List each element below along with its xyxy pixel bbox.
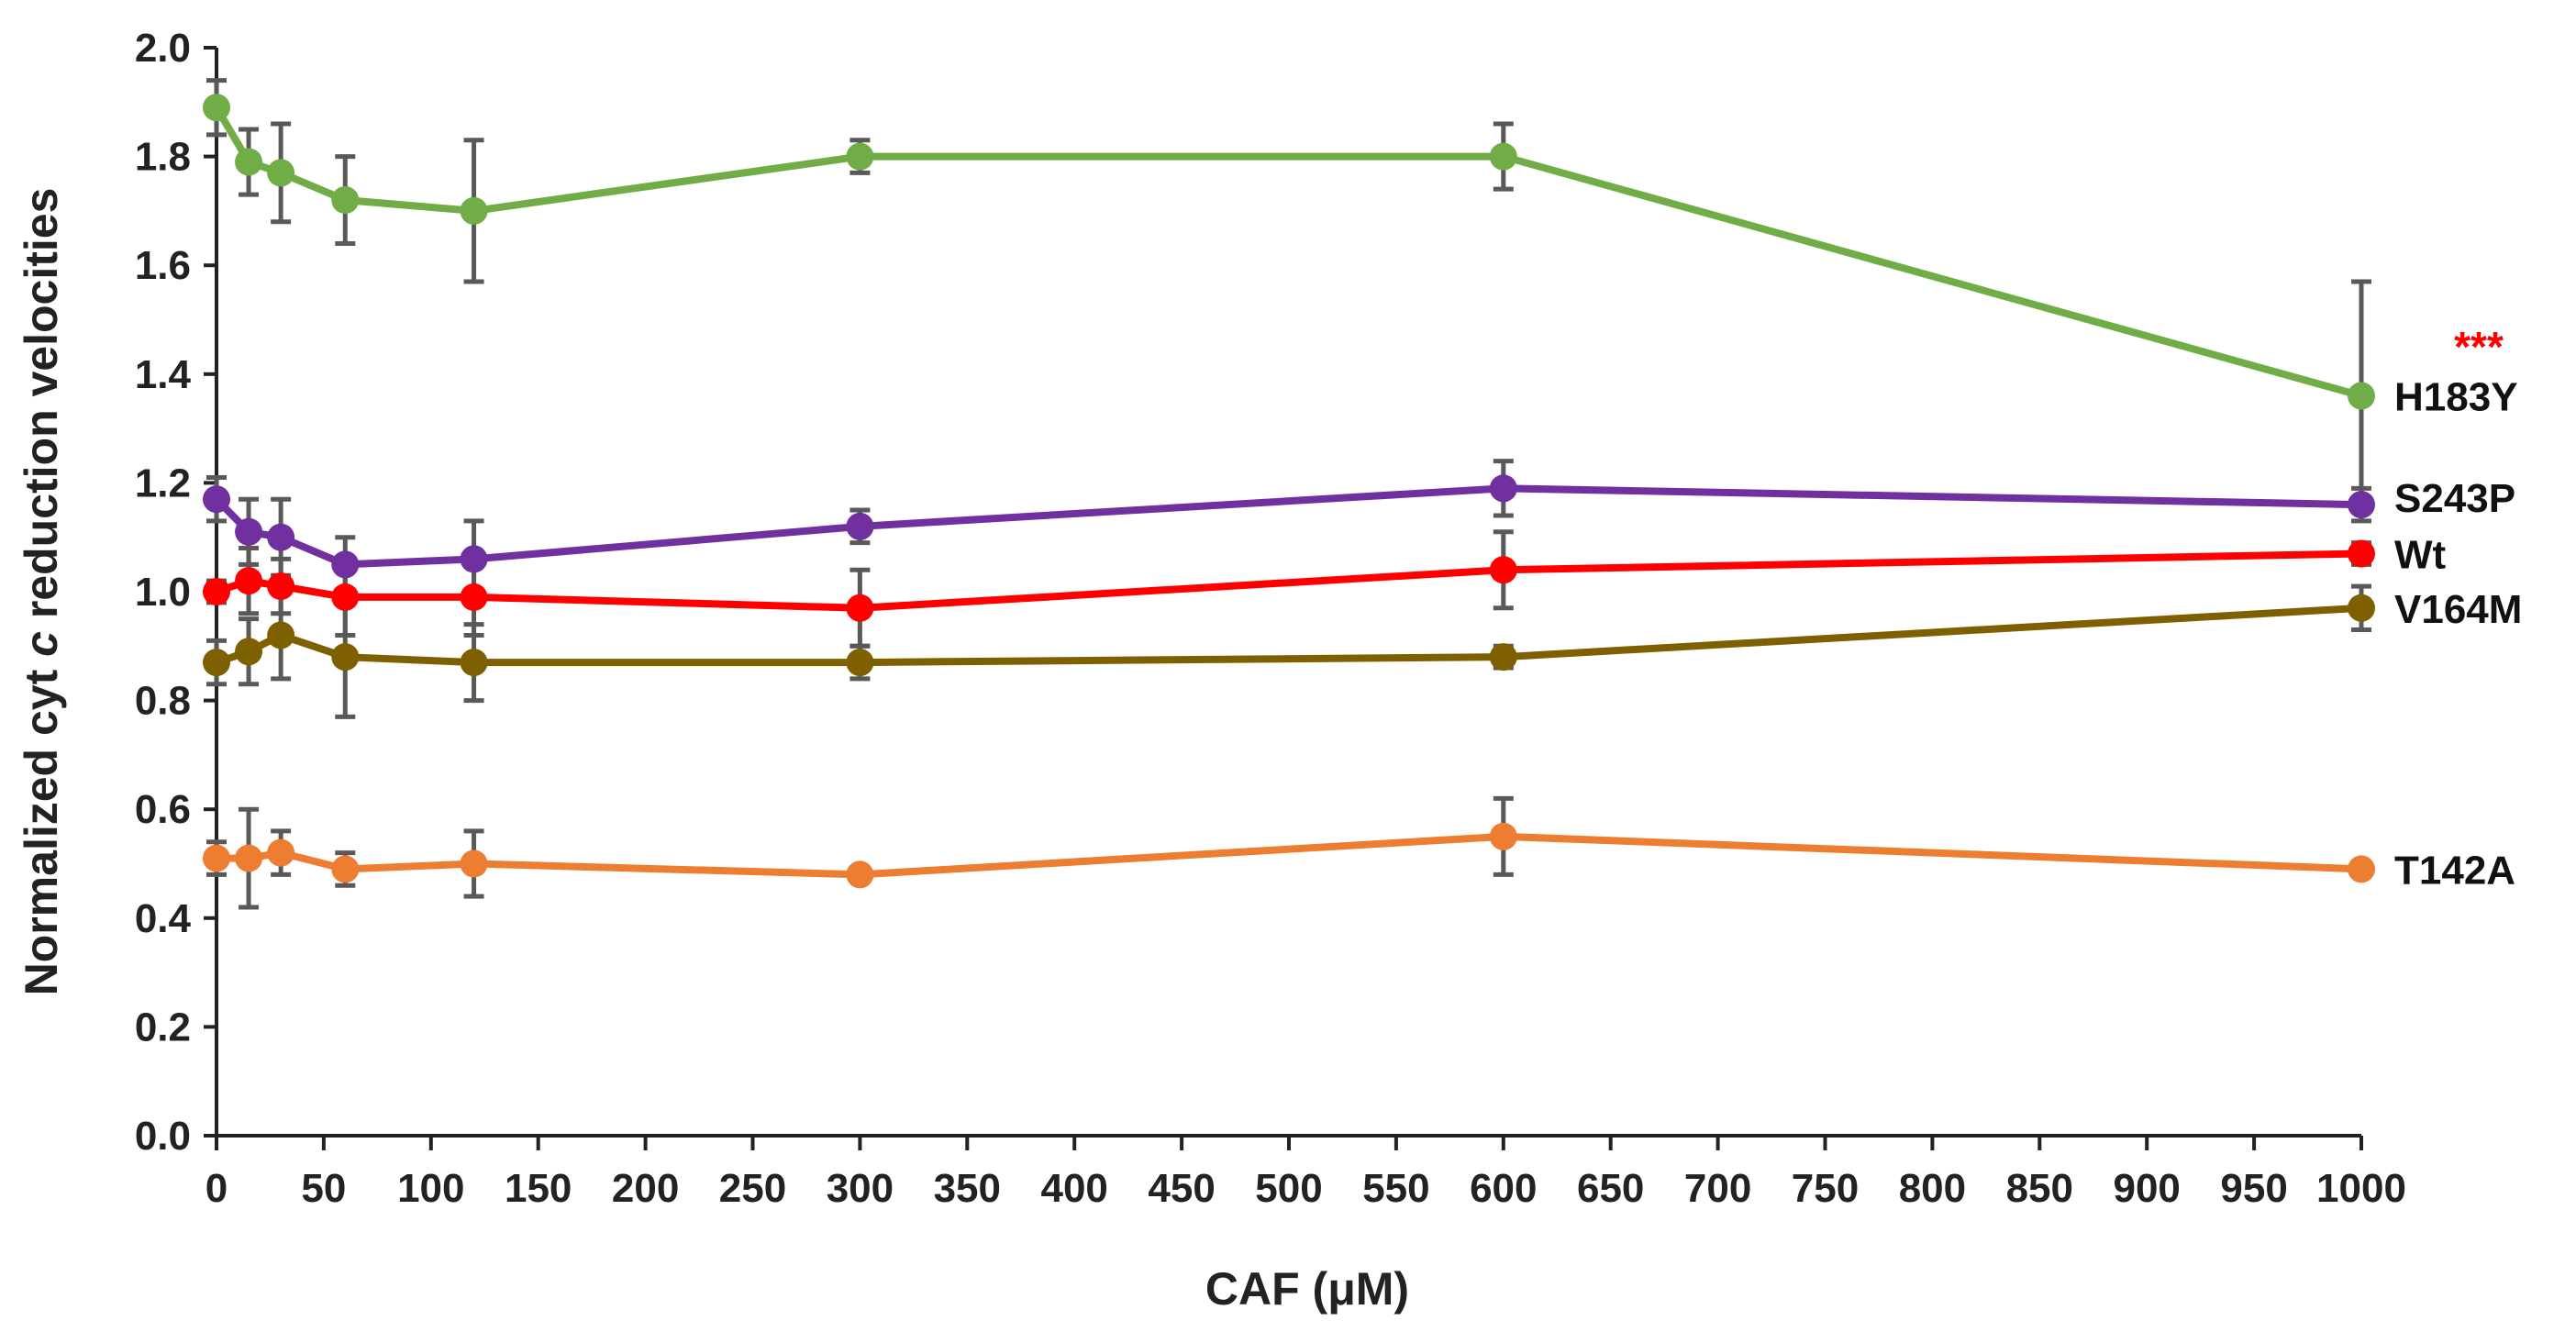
- data-point-wt: [2348, 539, 2375, 568]
- data-point-v164m: [846, 649, 874, 677]
- axes: 0.0 0.2 0.4 0.6 0.8 1.0 1.2 1.4 1.6 1.8 2.0 0 50 100 1…: [16, 26, 2406, 1315]
- series-line-s243p: [213, 484, 2365, 569]
- x-tick-label: 750: [1792, 1166, 1859, 1211]
- data-point-wt: [1489, 556, 1517, 584]
- x-tick-label: 500: [1255, 1166, 1322, 1211]
- data-point-s243p: [235, 517, 263, 546]
- x-tick-label: 0: [205, 1166, 228, 1211]
- series-label-h183y: H183Y: [2394, 375, 2518, 420]
- data-point-t142a: [846, 860, 874, 889]
- series-labels: H183Y S243P Wt V164M T142A: [2394, 375, 2522, 894]
- x-tick-label: 800: [1899, 1166, 1966, 1211]
- data-point-v164m: [267, 621, 295, 649]
- data-point-v164m: [331, 643, 360, 672]
- data-point-h183y: [2348, 382, 2375, 410]
- data-point-h183y: [846, 142, 874, 171]
- x-tick-label: 100: [397, 1166, 464, 1211]
- series-line-wt: [213, 549, 2365, 612]
- series-label-s243p: S243P: [2394, 476, 2515, 521]
- data-point-v164m: [2348, 594, 2375, 622]
- x-tick-label: 450: [1148, 1166, 1215, 1211]
- y-tick-label: 2.0: [135, 26, 191, 71]
- data-point-s243p: [2348, 491, 2375, 519]
- data-point-h183y: [235, 148, 263, 176]
- data-point-s243p: [460, 545, 488, 573]
- x-tick-label: 200: [612, 1166, 679, 1211]
- data-point-v164m: [203, 649, 230, 677]
- data-point-h183y: [267, 159, 295, 187]
- series-lines: [213, 104, 2365, 879]
- x-tick-label: 1000: [2316, 1166, 2406, 1211]
- data-point-v164m: [235, 638, 263, 666]
- y-tick-label: 1.8: [135, 135, 191, 180]
- data-point-s243p: [267, 523, 295, 551]
- data-point-wt: [235, 567, 263, 595]
- data-point-t142a: [1489, 822, 1517, 850]
- series-label-t142a: T142A: [2394, 848, 2515, 893]
- data-point-t142a: [267, 838, 295, 867]
- series-label-v164m: V164M: [2394, 587, 2522, 632]
- series-line-t142a: [213, 832, 2365, 879]
- data-point-wt: [203, 578, 230, 605]
- x-tick-label: 150: [505, 1166, 572, 1211]
- x-tick-label: 600: [1470, 1166, 1537, 1211]
- x-tick-label: 700: [1684, 1166, 1751, 1211]
- y-tick-label: 0.2: [135, 1005, 191, 1049]
- x-tick-label: 250: [719, 1166, 786, 1211]
- x-tick-label: 900: [2113, 1166, 2180, 1211]
- data-point-h183y: [1489, 142, 1517, 171]
- data-point-wt: [846, 594, 874, 622]
- y-tick-label: 1.6: [135, 243, 191, 288]
- data-point-h183y: [460, 196, 488, 225]
- data-point-wt: [267, 572, 295, 601]
- y-axis-title-part: c: [16, 631, 67, 657]
- y-tick-label: 0.4: [135, 896, 192, 941]
- y-tick-label: 1.4: [135, 352, 192, 397]
- data-point-t142a: [235, 844, 263, 872]
- x-tick-label: 350: [934, 1166, 1001, 1211]
- x-tick-label: 950: [2220, 1166, 2287, 1211]
- data-point-s243p: [846, 512, 874, 540]
- data-point-v164m: [460, 649, 488, 677]
- data-point-t142a: [203, 844, 230, 872]
- y-tick-label: 0.6: [135, 787, 191, 832]
- series-line-v164m: [213, 604, 2365, 667]
- series-points: [203, 94, 2375, 889]
- x-tick-label: 550: [1362, 1166, 1429, 1211]
- data-point-t142a: [331, 855, 360, 883]
- y-tick-label: 1.2: [135, 461, 191, 505]
- x-axis-title: CAF (μM): [1205, 1263, 1409, 1315]
- data-point-s243p: [331, 550, 360, 579]
- series-line-h183y: [213, 104, 2365, 400]
- y-tick-label: 0.8: [135, 679, 191, 724]
- data-point-h183y: [331, 186, 360, 215]
- y-axis-title: Normalized cyt c reduction velocities: [16, 188, 67, 996]
- data-point-wt: [460, 583, 488, 611]
- data-point-t142a: [2348, 855, 2375, 883]
- data-point-v164m: [1489, 643, 1517, 672]
- y-tick-label: 0.0: [135, 1114, 191, 1159]
- x-tick-label: 50: [301, 1166, 346, 1211]
- annotations: ***: [2454, 323, 2504, 371]
- data-point-s243p: [203, 485, 230, 514]
- x-tick-label: 650: [1577, 1166, 1644, 1211]
- x-tick-label: 400: [1040, 1166, 1107, 1211]
- data-point-s243p: [1489, 474, 1517, 503]
- y-axis-title-part: reduction velocities: [16, 188, 67, 631]
- significance-annotation: ***: [2454, 323, 2504, 371]
- x-tick-label: 850: [2006, 1166, 2073, 1211]
- y-axis-title-part: Normalized cyt: [16, 657, 67, 996]
- y-tick-label: 1.0: [135, 570, 191, 615]
- series-label-wt: Wt: [2394, 532, 2447, 577]
- data-point-h183y: [203, 94, 230, 122]
- data-point-wt: [331, 583, 360, 611]
- data-point-t142a: [460, 849, 488, 878]
- x-tick-label: 300: [827, 1166, 894, 1211]
